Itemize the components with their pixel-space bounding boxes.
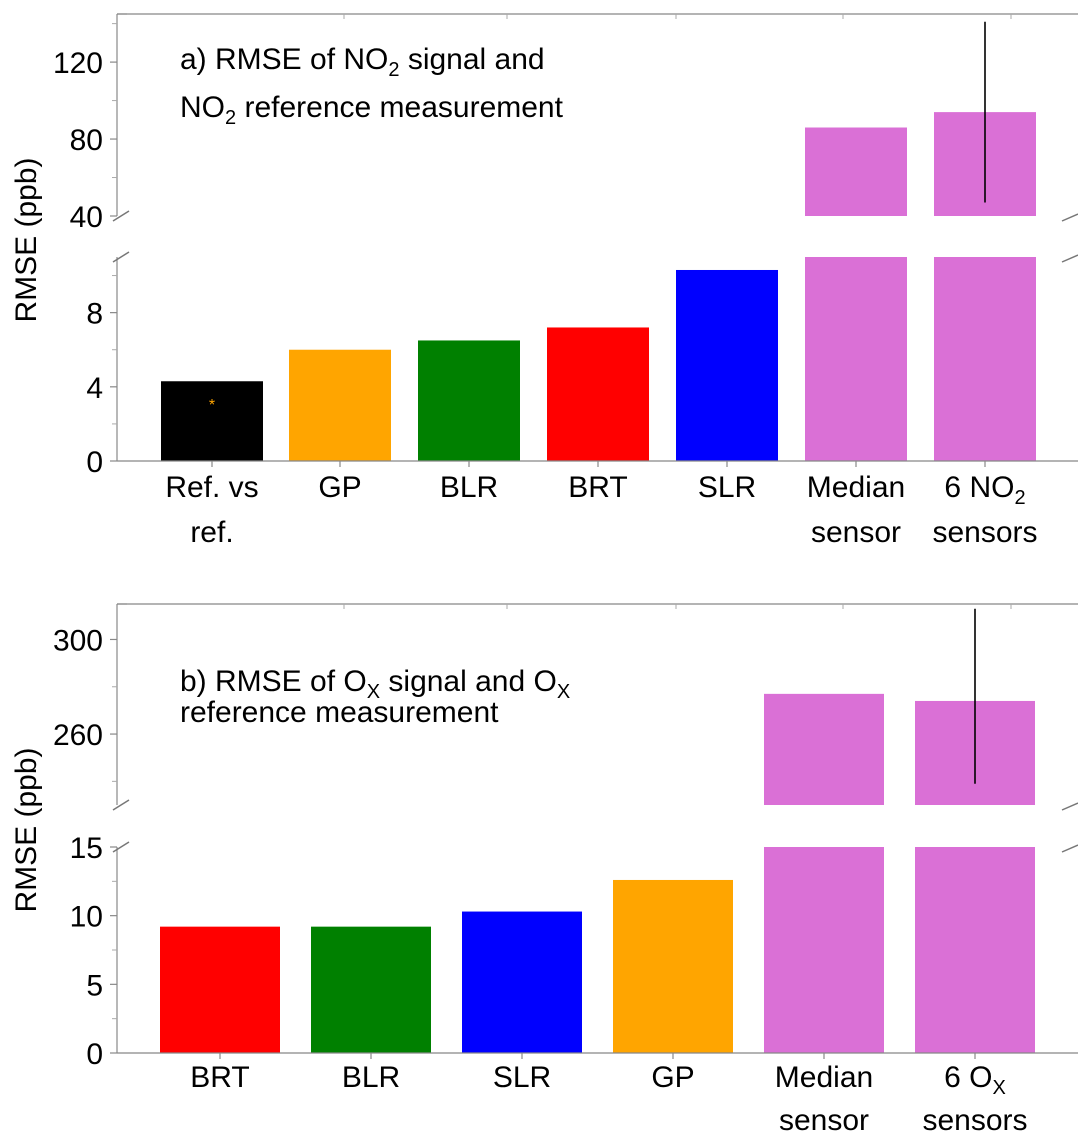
x-tick-label: BRT <box>190 1061 249 1094</box>
bar-upper-4 <box>764 693 884 805</box>
x-tick-label: BLR <box>440 471 498 504</box>
x-tick-label: GP <box>318 471 361 504</box>
y-tick-label: 0 <box>86 1038 103 1071</box>
x-tick-label: Ref. vs <box>165 471 258 504</box>
x-tick-label: Median <box>775 1061 873 1094</box>
bar-0 <box>161 381 263 461</box>
bar-1 <box>289 349 391 461</box>
x-tick-label: BRT <box>568 471 627 504</box>
y-axis-label: RMSE (ppb) <box>10 157 43 322</box>
y-tick-label: 300 <box>53 624 103 657</box>
axis-break-lower <box>112 251 130 263</box>
x-tick-label: 6 OX <box>944 1061 1006 1099</box>
x-tick-label: BLR <box>342 1061 400 1094</box>
chart-title-line2: reference measurement <box>180 696 499 729</box>
chart-title: a) RMSE of NO2 signal and <box>180 43 545 81</box>
x-tick-label-line2: sensor <box>779 1104 869 1132</box>
x-tick-label: 6 NO2 <box>944 471 1025 509</box>
axis-break-right-lower <box>1061 844 1078 853</box>
bar-2 <box>462 911 582 1053</box>
bar-2 <box>418 340 520 461</box>
y-tick-label: 40 <box>70 201 103 234</box>
x-tick-label-line2: sensors <box>932 516 1037 549</box>
y-axis-label: RMSE (ppb) <box>10 747 43 912</box>
annotation-0: * <box>209 397 215 414</box>
axis-break-lower <box>112 841 130 853</box>
chart-title-line2: NO2 reference measurement <box>180 91 564 129</box>
bar-4 <box>764 847 884 1053</box>
x-tick-label-line2: ref. <box>190 516 233 549</box>
chart-panel-b: 0 5 10 15 260 300 BRT BLR SLR GP Median sensor 6 OX s… <box>10 603 1078 1132</box>
y-tick-label: 0 <box>86 446 103 479</box>
axis-break-right-upper <box>1061 802 1078 811</box>
y-tick-label: 15 <box>70 832 103 865</box>
x-tick-label-line2: sensor <box>811 516 901 549</box>
bar-1 <box>311 926 431 1053</box>
bar-6 <box>934 257 1036 461</box>
bar-4 <box>676 269 778 461</box>
chart-title: b) RMSE of OX signal and OX <box>180 665 570 703</box>
x-tick-label: GP <box>651 1061 694 1094</box>
axis-break-upper <box>112 210 130 222</box>
axis-break-right-upper <box>1061 213 1078 222</box>
y-tick-label: 260 <box>53 719 103 752</box>
bar-5 <box>805 257 907 461</box>
y-tick-label: 5 <box>86 969 103 1002</box>
bar-0 <box>160 926 280 1053</box>
y-tick-label: 4 <box>86 372 103 405</box>
x-tick-label-line2: sensors <box>922 1104 1027 1132</box>
x-tick-label: SLR <box>698 471 756 504</box>
y-tick-label: 10 <box>70 901 103 934</box>
y-tick-label: 120 <box>53 47 103 80</box>
bar-upper-5 <box>805 127 907 216</box>
axis-break-upper <box>112 799 130 811</box>
y-tick-label: 8 <box>86 298 103 331</box>
bar-3 <box>613 879 733 1053</box>
x-tick-label: SLR <box>493 1061 551 1094</box>
axis-break-right-lower <box>1061 254 1078 263</box>
x-tick-label: Median <box>807 471 905 504</box>
bar-3 <box>547 327 649 461</box>
bar-5 <box>915 847 1035 1053</box>
y-tick-label: 80 <box>70 124 103 157</box>
